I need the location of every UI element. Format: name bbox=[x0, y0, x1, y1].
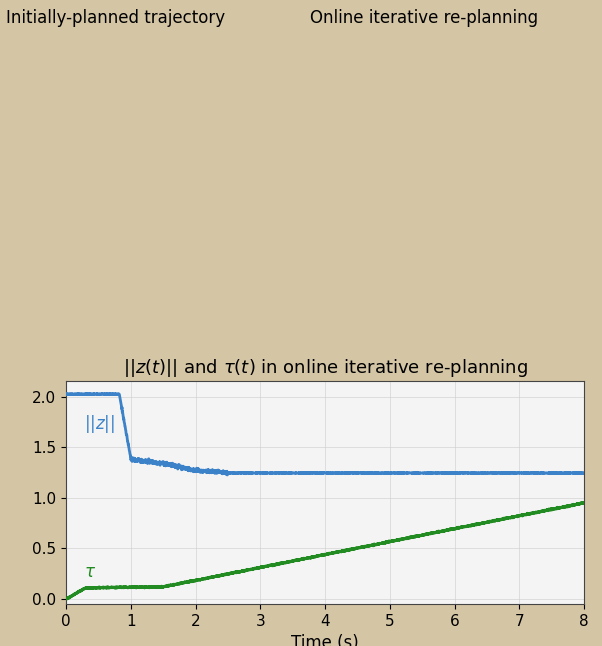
Text: $||z||$: $||z||$ bbox=[84, 413, 116, 435]
Text: $\tau$: $\tau$ bbox=[84, 563, 96, 581]
Text: Online iterative re-planning: Online iterative re-planning bbox=[310, 10, 538, 27]
Title: $||z(t)||$ and $\tau(t)$ in online iterative re-planning: $||z(t)||$ and $\tau(t)$ in online itera… bbox=[123, 357, 527, 379]
Text: Initially-planned trajectory: Initially-planned trajectory bbox=[6, 10, 225, 27]
X-axis label: Time (s): Time (s) bbox=[291, 634, 359, 646]
